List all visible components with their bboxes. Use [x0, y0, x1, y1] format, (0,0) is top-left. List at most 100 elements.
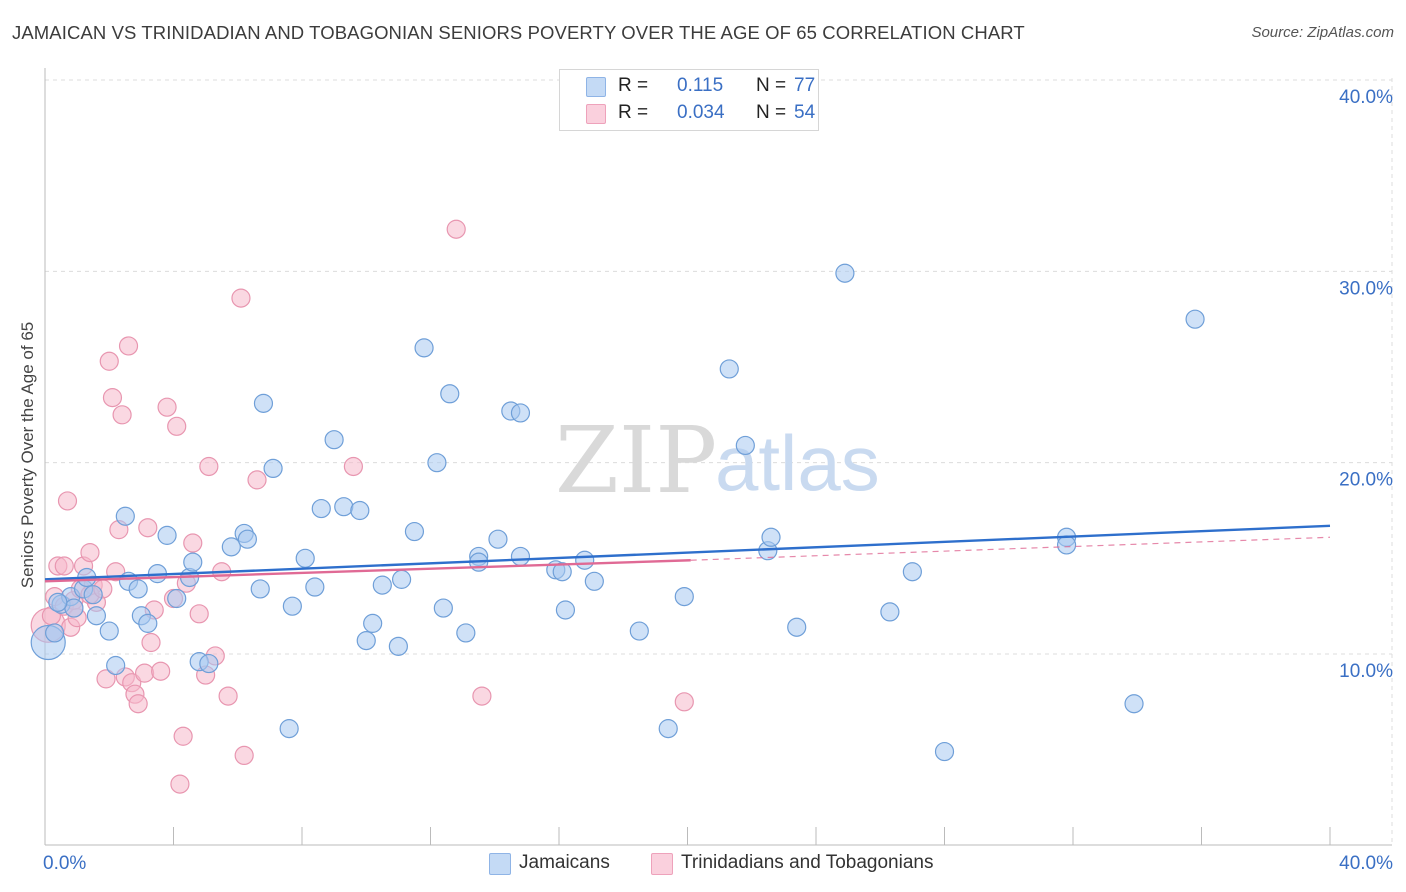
legend-n-value: 77 — [794, 75, 816, 96]
x-tick-label: 40.0% — [1339, 853, 1393, 874]
trend-line-trinidadians — [44, 559, 691, 583]
data-point-jamaicans — [48, 592, 68, 612]
legend-n-value: 54 — [794, 102, 816, 123]
data-point-jamaicans — [674, 586, 694, 607]
data-point-jamaicans — [787, 617, 807, 637]
bottom-legend-label: Trinidadians and Tobagonians — [681, 852, 934, 873]
y-tick-label: 30.0% — [1339, 278, 1393, 299]
data-point-jamaicans — [157, 525, 177, 545]
data-point-trinidadians — [102, 388, 123, 408]
data-point-jamaicans — [334, 497, 354, 517]
data-point-trinidadians — [118, 336, 139, 356]
data-point-jamaicans — [363, 613, 383, 633]
watermark-zip: ZIP — [555, 407, 717, 514]
y-tick-label: 10.0% — [1339, 661, 1393, 682]
data-point-jamaicans — [719, 359, 739, 379]
data-point-trinidadians — [170, 774, 190, 794]
data-point-trinidadians — [234, 745, 254, 766]
data-point-jamaicans — [350, 500, 370, 521]
data-point-jamaicans — [1056, 535, 1077, 555]
data-point-trinidadians — [446, 219, 466, 239]
data-point-jamaicans — [934, 741, 955, 762]
y-tick-label: 40.0% — [1339, 87, 1393, 108]
data-point-jamaicans — [902, 562, 922, 582]
data-point-trinidadians — [112, 405, 132, 425]
axes — [44, 68, 1392, 846]
data-point-jamaicans — [427, 453, 447, 473]
data-point-jamaicans — [552, 562, 572, 582]
correlation-legend: R = 0.115 N = 77 R = 0.034 N = 54 — [559, 69, 819, 131]
bottom-legend-swatch-jamaicans — [489, 853, 511, 875]
legend-n-label: N = — [756, 102, 787, 123]
data-point-jamaicans — [311, 498, 331, 519]
data-point-trinidadians — [57, 491, 78, 511]
data-point-trinidadians — [96, 669, 116, 689]
data-point-trinidadians — [128, 694, 148, 714]
data-point-jamaicans — [183, 552, 203, 572]
data-point-trinidadians — [674, 692, 694, 712]
data-point-jamaicans — [324, 430, 344, 450]
trend-line-jamaicans — [44, 524, 1331, 581]
trend-line-trinidadians-extension — [690, 536, 1331, 561]
data-point-jamaicans — [835, 263, 855, 283]
data-point-jamaicans — [488, 529, 508, 549]
data-point-jamaicans — [115, 506, 135, 526]
legend-n-label: N = — [756, 75, 787, 96]
data-point-trinidadians — [167, 416, 187, 436]
data-point-jamaicans — [510, 403, 531, 423]
series-jamaicans-points — [30, 263, 1205, 762]
data-point-trinidadians — [80, 542, 100, 563]
data-point-jamaicans — [414, 338, 434, 358]
data-point-trinidadians — [189, 604, 209, 624]
data-point-trinidadians — [173, 726, 193, 746]
data-point-trinidadians — [54, 556, 74, 576]
data-point-jamaicans — [167, 588, 187, 609]
legend-swatch-jamaicans — [586, 77, 606, 97]
legend-r-value: 0.115 — [677, 75, 724, 96]
data-point-jamaicans — [305, 577, 325, 597]
data-point-jamaicans — [761, 527, 781, 547]
data-point-jamaicans — [86, 606, 107, 626]
data-point-jamaicans — [279, 719, 299, 739]
data-point-jamaicans — [83, 585, 103, 605]
data-point-jamaicans — [735, 435, 755, 456]
data-point-trinidadians — [218, 686, 238, 706]
data-point-jamaicans — [138, 613, 158, 633]
data-point-jamaicans — [1124, 694, 1144, 714]
data-point-jamaicans — [282, 596, 302, 616]
data-point-jamaicans — [250, 579, 270, 599]
data-point-jamaicans — [263, 458, 283, 479]
data-point-jamaicans — [440, 384, 460, 404]
data-point-jamaicans — [404, 521, 425, 542]
data-point-jamaicans — [64, 598, 84, 618]
data-point-trinidadians — [247, 470, 267, 490]
y-tick-label: 20.0% — [1339, 470, 1393, 491]
data-point-trinidadians — [138, 518, 158, 538]
data-point-jamaicans — [221, 537, 241, 557]
data-point-jamaicans — [391, 569, 412, 589]
chart-source: Source: ZipAtlas.com — [1251, 24, 1394, 41]
data-point-jamaicans — [199, 653, 219, 674]
tick-labels: 10.0% 20.0% 30.0% 40.0% 0.0% 40.0% — [43, 87, 1393, 874]
data-point-jamaicans — [456, 623, 476, 643]
data-point-trinidadians — [343, 456, 363, 477]
data-point-trinidadians — [199, 456, 219, 477]
data-point-jamaicans — [388, 636, 408, 656]
legend-swatch-trinidadians — [586, 104, 606, 124]
data-point-trinidadians — [151, 661, 171, 681]
bottom-legend-swatch-trinidadians — [651, 853, 673, 875]
legend-r-label: R = — [618, 75, 649, 96]
chart-title: JAMAICAN VS TRINIDADIAN AND TOBAGONIAN S… — [12, 22, 1025, 43]
data-point-jamaicans — [1185, 309, 1205, 329]
data-point-jamaicans — [575, 550, 595, 570]
watermark-atlas: atlas — [715, 419, 880, 507]
data-point-jamaicans — [356, 631, 376, 651]
legend-r-value: 0.034 — [677, 102, 725, 123]
data-point-jamaicans — [295, 548, 315, 568]
data-point-jamaicans — [629, 621, 649, 641]
data-point-jamaicans — [433, 598, 453, 618]
data-point-trinidadians — [157, 397, 177, 417]
data-point-jamaicans — [372, 575, 392, 595]
bottom-legend-label: Jamaicans — [519, 852, 610, 873]
